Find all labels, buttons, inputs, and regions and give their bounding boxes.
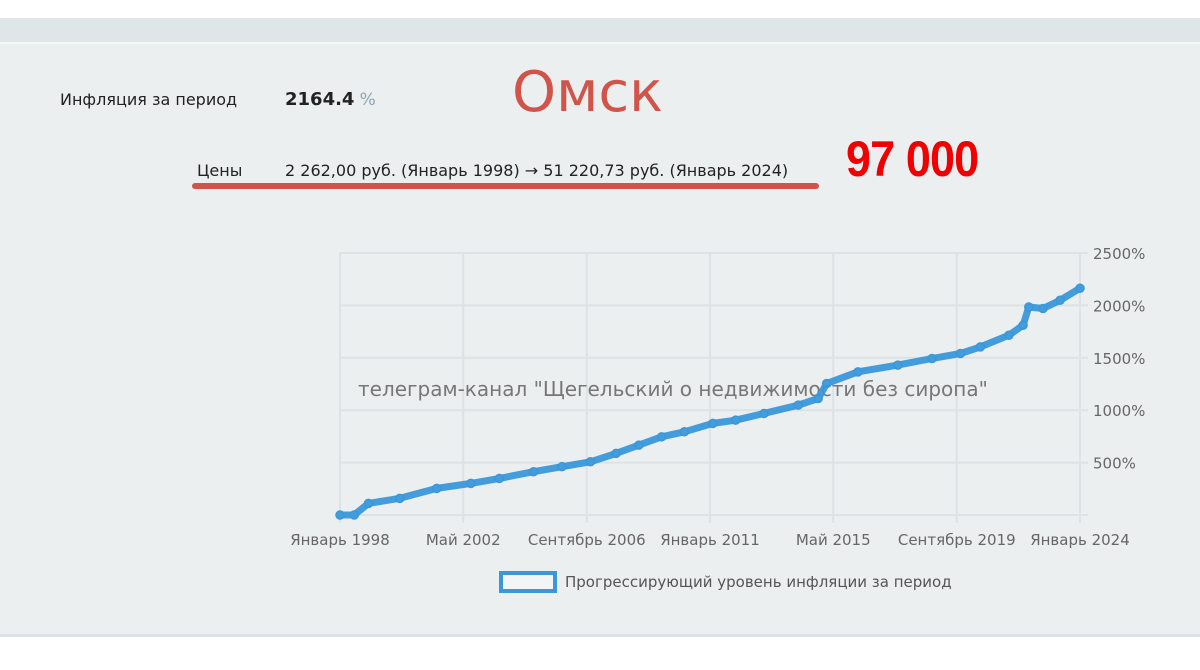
data-point [853,367,863,377]
data-point [1018,320,1028,330]
x-tick-label: Сентябрь 2006 [528,531,646,549]
data-point [1024,302,1034,312]
data-point [432,483,442,494]
x-tick-label: Май 2015 [796,531,871,549]
data-point [679,427,690,437]
y-tick-label: 1500% [1093,350,1145,368]
data-point [927,353,937,364]
data-point [730,415,741,425]
data-point [821,378,832,389]
series-points [335,283,1085,520]
data-point [1038,303,1048,314]
data-point [349,510,359,520]
x-tick-label: Январь 2024 [1030,531,1130,549]
grid [339,252,1088,523]
data-point [1055,295,1065,306]
data-point [585,457,596,467]
x-tick-label: Январь 1998 [290,531,390,549]
data-point [813,393,823,404]
x-tick-label: Май 2002 [426,531,501,549]
legend-swatch[interactable] [499,571,557,593]
top-band [0,18,1200,44]
y-tick-label: 2000% [1093,297,1145,315]
y-axis-ticks: 500% 1000% 1500% 2000% 2500% [1093,245,1145,473]
city-title: Омск [512,60,663,125]
y-tick-label: 1000% [1093,402,1145,420]
data-point [466,478,476,489]
prices-label: Цены [197,161,243,180]
data-point [656,432,667,442]
inflation-unit: % [359,90,376,110]
data-point [955,348,966,359]
y-tick-label: 500% [1093,455,1136,473]
x-axis-ticks: Январь 1998 Май 2002 Сентябрь 2006 Январь 2… [290,531,1130,549]
x-tick-label: Сентябрь 2019 [898,531,1016,549]
data-point [708,418,718,429]
data-point [363,498,374,509]
data-point [557,461,567,472]
inflation-value-group: 2164.4 % [285,89,376,110]
data-point [494,473,505,484]
x-tick-label: Январь 2011 [660,531,760,549]
annotation-number: 97 000 [846,131,979,187]
data-point [759,408,769,419]
prices-value: 2 262,00 руб. (Январь 1998) → 51 220,73 … [285,161,789,180]
data-point [395,493,405,504]
data-point [528,466,539,477]
data-point [893,360,903,370]
data-point [611,448,621,459]
y-tick-label: 2500% [1093,245,1145,263]
data-point [335,510,345,520]
inflation-value: 2164.4 [285,89,355,110]
data-point [634,440,644,450]
data-point [793,400,803,410]
watermark: телеграм-канал "Щегельский о недвижимост… [358,377,988,401]
data-point [1075,283,1085,293]
red-underline [192,183,819,189]
data-point [975,342,986,352]
legend-label[interactable]: Прогрессирующий уровень инфляции за пери… [565,573,952,591]
series-line [336,284,1084,519]
inflation-label: Инфляция за период [60,90,238,109]
data-point [1004,330,1014,341]
